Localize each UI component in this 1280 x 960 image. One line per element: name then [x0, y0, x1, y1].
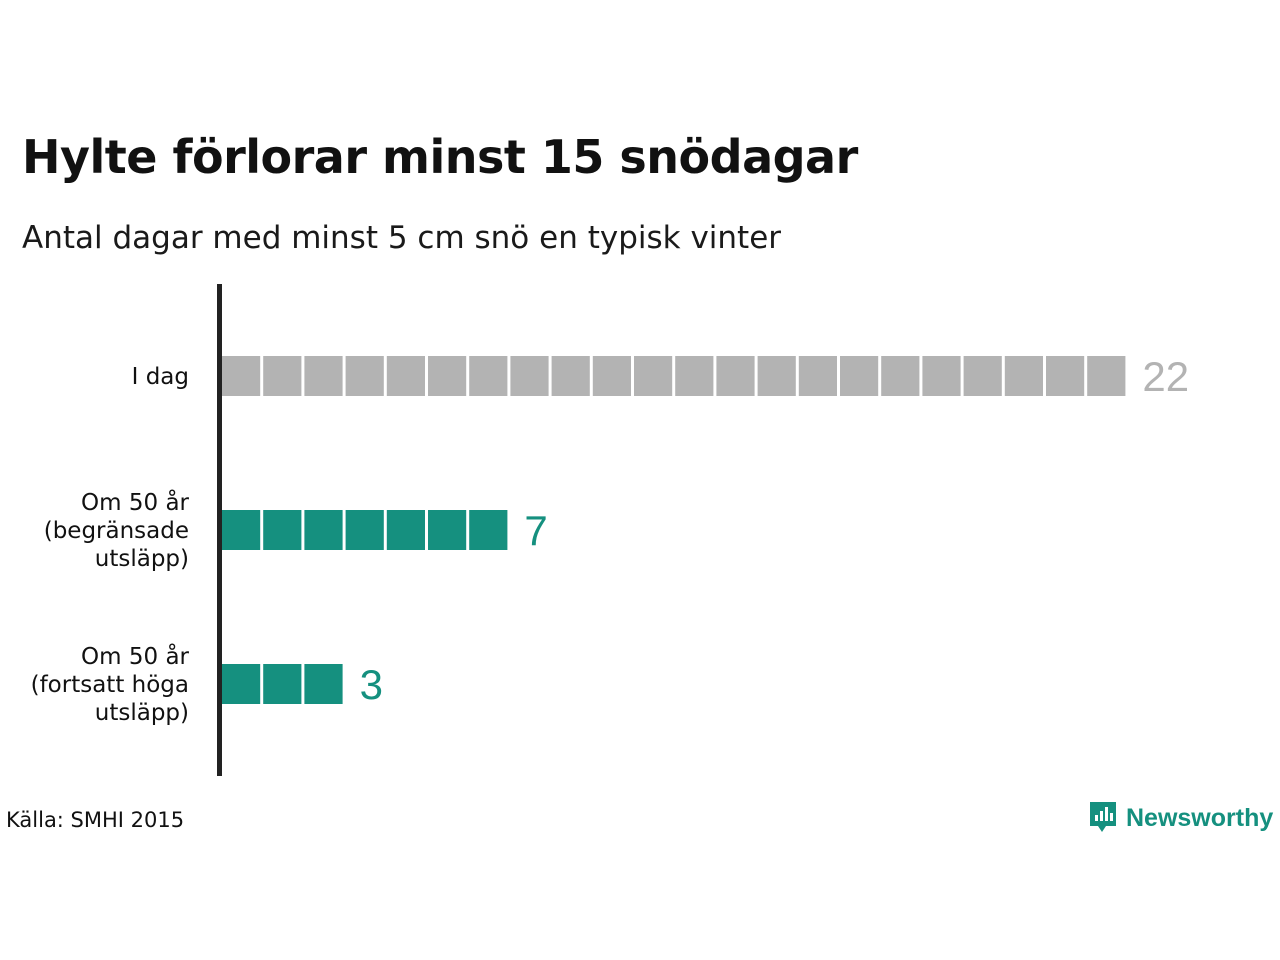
bar-unit-today — [1046, 356, 1085, 396]
bar-unit-today — [634, 356, 673, 396]
value-label-high-emissions: 3 — [360, 661, 383, 708]
bar-unit-today — [1004, 356, 1043, 396]
bar-unit-today — [428, 356, 467, 396]
bar-unit-limited-emissions — [304, 510, 343, 550]
chart-subtitle: Antal dagar med minst 5 cm snö en typisk… — [22, 220, 782, 256]
bar-unit-limited-emissions — [222, 510, 261, 550]
bar-unit-today — [798, 356, 837, 396]
category-label-limited-emissions: Om 50 år (begränsade utsläpp) — [43, 490, 189, 572]
bar-unit-limited-emissions — [386, 510, 425, 550]
bar-unit-today — [922, 356, 961, 396]
bar-unit-high-emissions — [304, 664, 343, 704]
bar-unit-today — [881, 356, 920, 396]
bar-unit-today — [592, 356, 631, 396]
bar-unit-limited-emissions — [263, 510, 302, 550]
bar-unit-today — [386, 356, 425, 396]
y-axis-line — [217, 284, 222, 776]
value-label-limited-emissions: 7 — [524, 507, 547, 554]
newsworthy-logo-icon — [1090, 802, 1116, 832]
bar-unit-today — [551, 356, 590, 396]
source-note: Källa: SMHI 2015 — [6, 808, 185, 832]
bar-unit-limited-emissions — [345, 510, 384, 550]
bar-unit-today — [222, 356, 261, 396]
bar-unit-high-emissions — [263, 664, 302, 704]
brand-name: Newsworthy — [1126, 803, 1274, 832]
bar-unit-today — [757, 356, 796, 396]
bar-unit-today — [716, 356, 755, 396]
bar-unit-high-emissions — [222, 664, 261, 704]
category-label-high-emissions: Om 50 år (fortsatt höga utsläpp) — [30, 644, 189, 726]
bar-unit-today — [675, 356, 714, 396]
newsworthy-logo: Newsworthy — [1088, 800, 1273, 836]
bar-unit-today — [345, 356, 384, 396]
bar-unit-limited-emissions — [469, 510, 508, 550]
value-label-today: 22 — [1142, 353, 1189, 400]
chart-title: Hylte förlorar minst 15 snödagar — [22, 130, 858, 184]
bar-unit-today — [469, 356, 508, 396]
bar-unit-today — [263, 356, 302, 396]
bar-unit-today — [304, 356, 343, 396]
bar-unit-today — [1087, 356, 1126, 396]
bar-unit-today — [840, 356, 879, 396]
bar-unit-today — [963, 356, 1002, 396]
bar-unit-limited-emissions — [428, 510, 467, 550]
bar-unit-today — [510, 356, 549, 396]
category-label-today: I dag — [131, 364, 189, 390]
